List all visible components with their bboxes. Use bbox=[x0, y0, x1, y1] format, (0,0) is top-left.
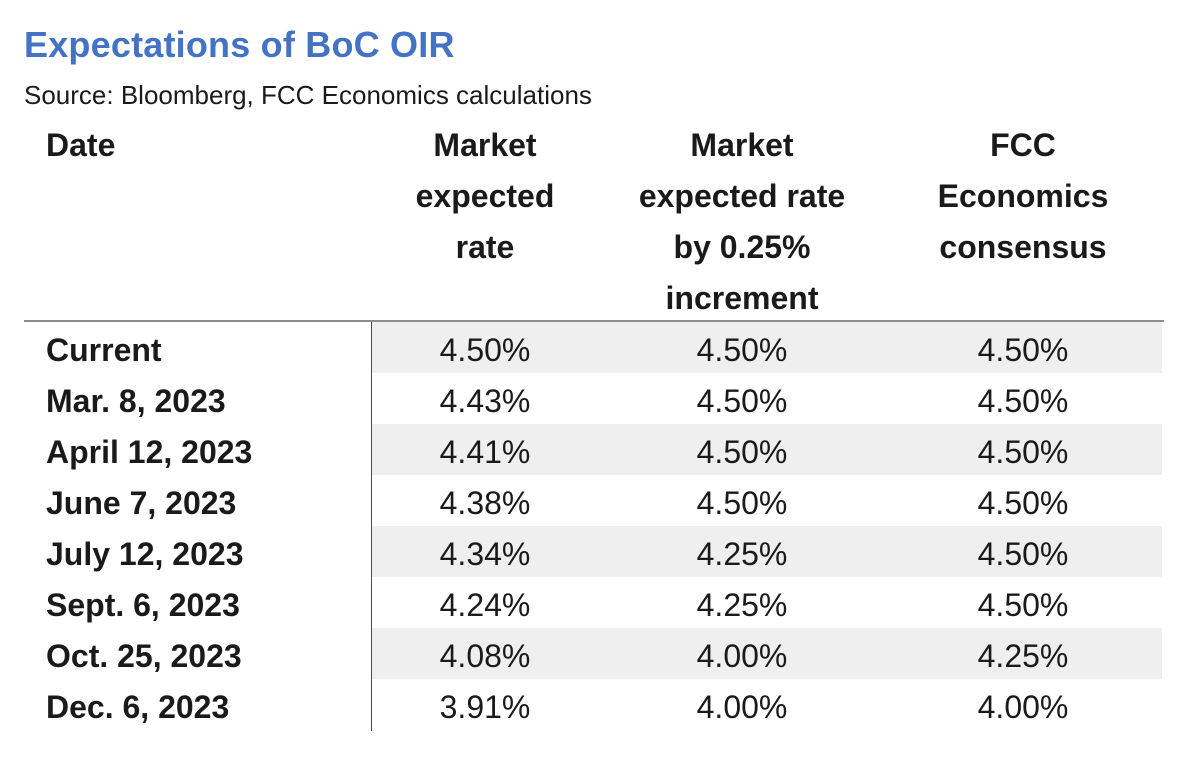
source-note: Source: Bloomberg, FCC Economics calcula… bbox=[24, 80, 592, 110]
table-row: Dec. 6, 2023 3.91% 4.00% 4.00% bbox=[0, 679, 1195, 730]
market-increment-cell: 4.00% bbox=[696, 638, 788, 674]
market-expected-cell: 4.24% bbox=[439, 587, 531, 623]
fcc-consensus-cell: 4.50% bbox=[977, 536, 1069, 572]
fcc-consensus-cell: 4.25% bbox=[977, 638, 1069, 674]
fcc-consensus-cell: 4.50% bbox=[977, 332, 1069, 368]
table-row: July 12, 2023 4.34% 4.25% 4.50% bbox=[0, 526, 1195, 577]
column-header-date: Date bbox=[46, 127, 116, 163]
market-increment-cell: 4.50% bbox=[696, 434, 788, 470]
market-expected-cell: 3.91% bbox=[439, 689, 531, 725]
table-row: Oct. 25, 2023 4.08% 4.00% 4.25% bbox=[0, 628, 1195, 679]
table-row: June 7, 2023 4.38% 4.50% 4.50% bbox=[0, 475, 1195, 526]
row-shading bbox=[372, 322, 1162, 373]
date-cell: April 12, 2023 bbox=[46, 434, 253, 470]
table-row: Sept. 6, 2023 4.24% 4.25% 4.50% bbox=[0, 577, 1195, 628]
market-increment-cell: 4.50% bbox=[696, 383, 788, 419]
row-shading bbox=[372, 424, 1162, 475]
fcc-consensus-cell: 4.50% bbox=[977, 587, 1069, 623]
column-header-fcc-consensus: FCC Economics consensus bbox=[937, 127, 1109, 265]
market-increment-cell: 4.50% bbox=[696, 332, 788, 368]
fcc-consensus-cell: 4.50% bbox=[977, 383, 1069, 419]
date-cell: Current bbox=[46, 332, 162, 368]
table-title: Expectations of BoC OIR bbox=[24, 24, 455, 65]
market-expected-cell: 4.50% bbox=[439, 332, 531, 368]
date-cell: June 7, 2023 bbox=[46, 485, 237, 521]
column-header-market-increment-rate: Market expected rate by 0.25% increment bbox=[638, 127, 846, 316]
market-increment-cell: 4.25% bbox=[696, 587, 788, 623]
market-expected-cell: 4.34% bbox=[439, 536, 531, 572]
row-shading bbox=[372, 526, 1162, 577]
table-row: April 12, 2023 4.41% 4.50% 4.50% bbox=[0, 424, 1195, 475]
market-increment-cell: 4.25% bbox=[696, 536, 788, 572]
fcc-consensus-cell: 4.00% bbox=[977, 689, 1069, 725]
fcc-consensus-cell: 4.50% bbox=[977, 434, 1069, 470]
market-increment-cell: 4.00% bbox=[696, 689, 788, 725]
table-row: Mar. 8, 2023 4.43% 4.50% 4.50% bbox=[0, 373, 1195, 424]
table-row: Current 4.50% 4.50% 4.50% bbox=[0, 322, 1195, 373]
date-cell: Oct. 25, 2023 bbox=[46, 638, 242, 674]
market-increment-cell: 4.50% bbox=[696, 485, 788, 521]
header-divider bbox=[24, 320, 1164, 322]
fcc-consensus-cell: 4.50% bbox=[977, 485, 1069, 521]
date-cell: Mar. 8, 2023 bbox=[46, 383, 226, 419]
date-cell: July 12, 2023 bbox=[46, 536, 244, 572]
market-expected-cell: 4.38% bbox=[439, 485, 531, 521]
table-header: Date Market expected rate Market expecte… bbox=[0, 120, 1195, 320]
date-cell: Dec. 6, 2023 bbox=[46, 689, 230, 725]
column-header-market-expected-rate: Market expected rate bbox=[415, 127, 555, 265]
date-cell: Sept. 6, 2023 bbox=[46, 587, 240, 623]
market-expected-cell: 4.41% bbox=[439, 434, 531, 470]
market-expected-cell: 4.08% bbox=[439, 638, 531, 674]
column-divider bbox=[371, 322, 372, 731]
market-expected-cell: 4.43% bbox=[439, 383, 531, 419]
row-shading bbox=[372, 628, 1162, 679]
table-body: Current 4.50% 4.50% 4.50% Mar. 8, 2023 4… bbox=[0, 322, 1195, 730]
